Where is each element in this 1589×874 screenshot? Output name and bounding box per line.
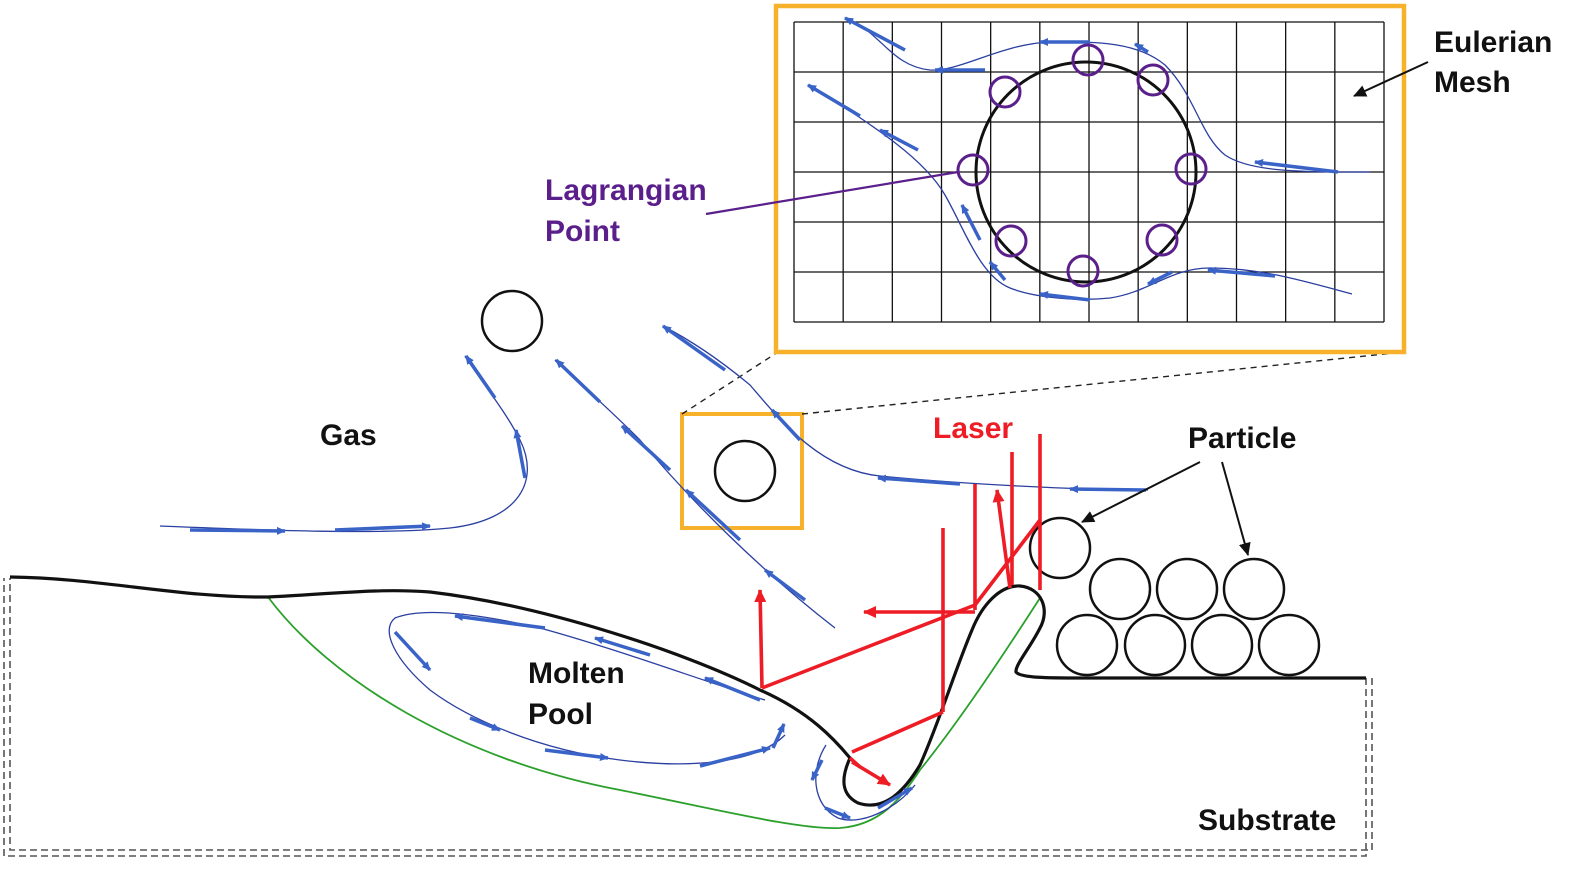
molten-pool-label-line2: Pool	[528, 698, 593, 731]
particle	[1055, 613, 1119, 677]
pool-flow-lines	[388, 611, 916, 821]
lagrangian-point	[988, 75, 1022, 109]
lagrangian-point-label-line2: Point	[545, 215, 620, 248]
lagrangian-point	[1174, 152, 1208, 186]
particle-pile	[480, 289, 1321, 677]
particle	[1190, 613, 1254, 677]
particle	[1028, 516, 1092, 580]
gas-flow-arrows	[189, 324, 1147, 602]
eulerian-mesh-inset	[705, 3, 1429, 355]
mesh-grid	[793, 21, 1385, 323]
particle	[713, 439, 777, 503]
eulerian-leader	[1353, 61, 1429, 97]
eulerian-mesh-label-line1: Eulerian	[1434, 26, 1552, 59]
molten-pool-label-line1: Molten	[528, 657, 625, 690]
particle	[1088, 557, 1152, 621]
gas-label: Gas	[320, 419, 377, 452]
inset-flow-arrows	[807, 16, 1339, 302]
laser-rays	[761, 434, 1042, 769]
eulerian-mesh-label-line2: Mesh	[1434, 66, 1511, 99]
particle	[1155, 557, 1219, 621]
zoom-connectors	[681, 351, 1405, 415]
gas-flow-lines	[159, 325, 1149, 629]
lagrangian-point	[1136, 63, 1170, 97]
lagrangian-point	[994, 224, 1028, 258]
particle-label: Particle	[1188, 422, 1296, 455]
lagrangian-points	[956, 43, 1208, 288]
lagrangian-point	[956, 153, 990, 187]
lagrangian-leader	[705, 170, 959, 216]
particle-pointers	[1081, 461, 1251, 556]
lagrangian-point-label-line1: Lagrangian	[545, 174, 707, 207]
pool-flow-arrows	[393, 613, 913, 820]
immersed-particle-boundary	[974, 60, 1198, 284]
particle	[1123, 613, 1187, 677]
laser-label: Laser	[933, 412, 1013, 445]
substrate-region	[3, 578, 1373, 857]
particle	[480, 289, 544, 353]
melt-boundary-line	[267, 596, 1041, 830]
zoom-source-box	[680, 412, 804, 530]
lagrangian-point	[1066, 254, 1100, 288]
molten-pool-surface	[9, 575, 1366, 807]
substrate-label: Substrate	[1198, 804, 1336, 837]
laser-arrows	[754, 489, 1012, 787]
lagrangian-point	[1071, 43, 1105, 77]
particle	[1222, 557, 1286, 621]
particle	[1257, 613, 1321, 677]
inset-frame	[773, 3, 1407, 355]
lagrangian-point	[1145, 223, 1179, 257]
